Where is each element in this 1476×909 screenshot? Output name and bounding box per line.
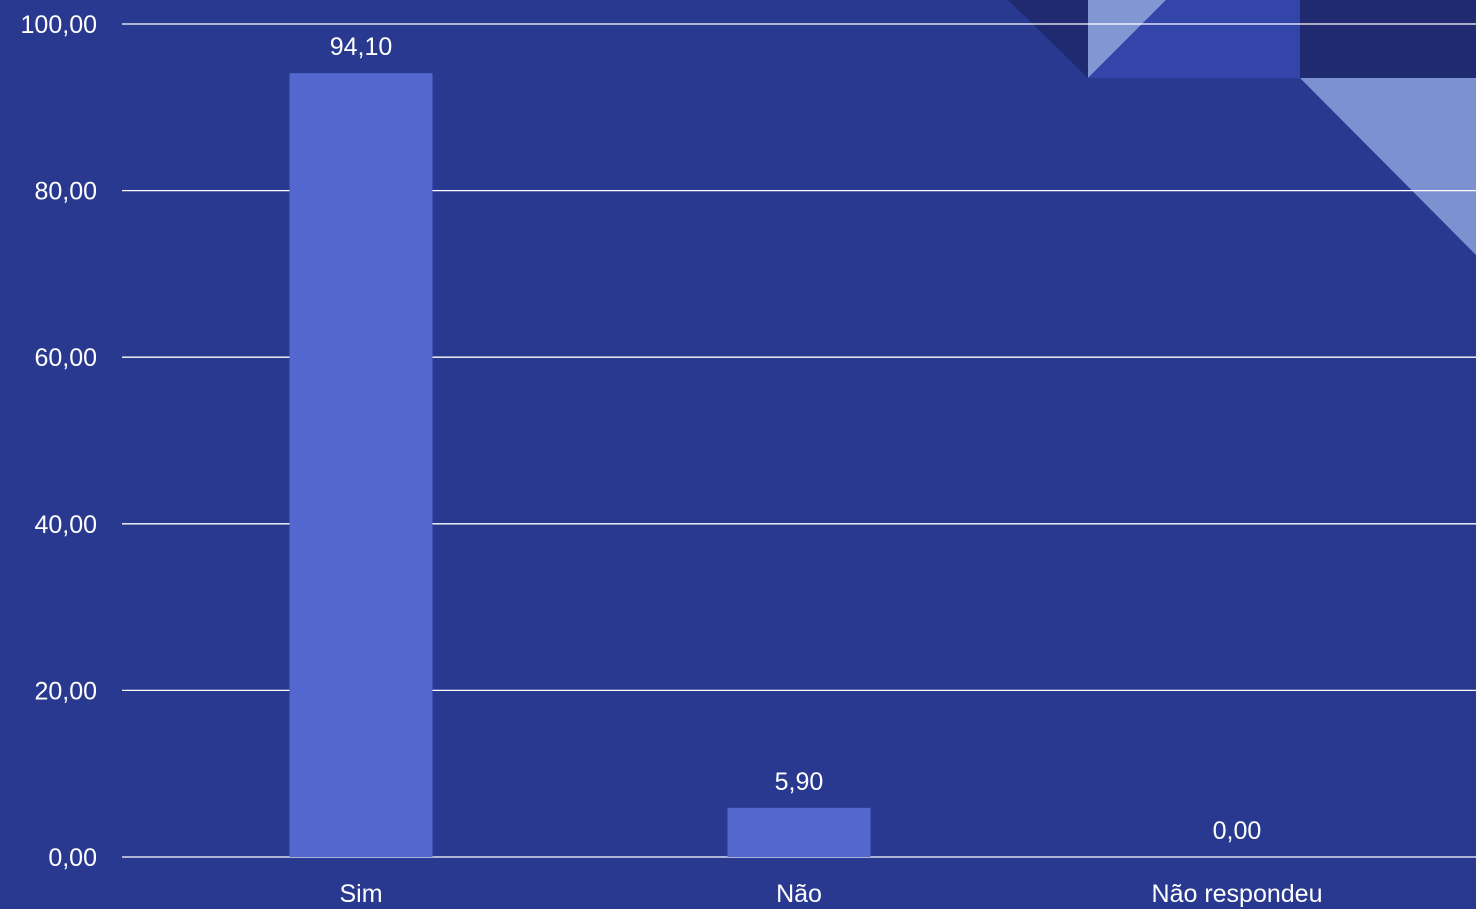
- y-tick-label: 100,00: [21, 11, 97, 39]
- decor-block-dark: [1300, 0, 1476, 78]
- decor-triangle-dark: [1008, 0, 1088, 78]
- x-tick-label: Não: [776, 880, 822, 908]
- y-tick-label: 80,00: [34, 178, 97, 206]
- x-axis: Sim Não Não respondeu: [339, 880, 1322, 908]
- data-label: 0,00: [1213, 817, 1262, 845]
- y-axis: 0,00 20,00 40,00 60,00 80,00 100,00: [21, 11, 97, 872]
- data-labels: 94,10 5,90 0,00: [330, 33, 1262, 845]
- bar: [728, 808, 871, 857]
- y-tick-label: 0,00: [48, 844, 97, 872]
- decorative-shapes: [1008, 0, 1476, 255]
- y-tick-label: 40,00: [34, 511, 97, 539]
- data-label: 5,90: [775, 768, 824, 796]
- x-tick-label: Sim: [339, 880, 382, 908]
- data-label: 94,10: [330, 33, 393, 61]
- x-tick-label: Não respondeu: [1152, 880, 1323, 908]
- y-tick-label: 20,00: [34, 677, 97, 705]
- y-tick-label: 60,00: [34, 344, 97, 372]
- bar: [290, 73, 433, 857]
- decor-triangle-pale: [1300, 78, 1476, 255]
